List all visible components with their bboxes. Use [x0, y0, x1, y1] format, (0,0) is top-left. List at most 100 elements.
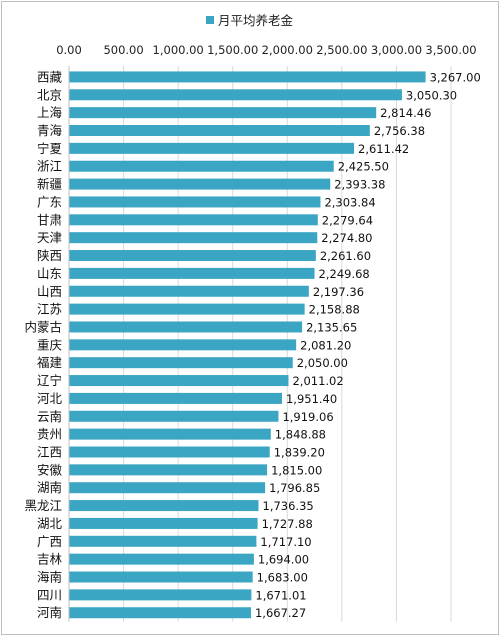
data-label: 1,727.88	[262, 517, 313, 531]
bar	[69, 607, 251, 619]
bar	[69, 267, 315, 279]
data-label: 3,050.30	[406, 88, 457, 102]
legend-swatch	[206, 16, 214, 24]
data-label: 2,393.38	[334, 178, 385, 192]
data-label: 3,267.00	[430, 70, 481, 84]
bar	[69, 160, 334, 172]
category-label: 北京	[37, 87, 62, 102]
category-label: 辽宁	[37, 373, 62, 388]
data-label: 1,717.10	[260, 535, 311, 549]
data-label: 1,848.88	[275, 428, 326, 442]
bar	[69, 232, 318, 244]
bar	[69, 589, 252, 601]
bar	[69, 196, 321, 208]
data-label: 2,279.64	[322, 213, 373, 227]
category-label: 江苏	[37, 302, 62, 317]
x-tick-label: 500.00	[103, 43, 143, 57]
category-label: 内蒙古	[24, 319, 62, 334]
bar	[69, 446, 270, 458]
category-label: 西藏	[37, 69, 63, 84]
data-label: 2,011.02	[292, 374, 343, 388]
bars	[69, 71, 426, 619]
category-label: 黑龙江	[24, 498, 62, 513]
category-label: 上海	[37, 105, 63, 120]
bar	[69, 71, 426, 83]
data-label: 2,303.84	[324, 195, 375, 209]
data-label: 1,667.27	[255, 606, 306, 620]
category-label: 安徽	[37, 462, 63, 477]
value-labels: 3,267.00 3,050.30 2,814.46 2,756.38 2,611.42…	[255, 70, 481, 620]
data-label: 2,081.20	[300, 338, 351, 352]
x-axis-ticks: 0.00 500.00 1,000.00 1,500.00 2,000.00 2,500.…	[56, 43, 476, 57]
data-label: 2,261.60	[320, 249, 371, 263]
bar	[69, 375, 289, 387]
bar	[69, 107, 377, 119]
category-label: 海南	[37, 570, 62, 585]
bar	[69, 285, 309, 297]
bar	[69, 178, 331, 190]
bar	[69, 142, 355, 154]
bar	[69, 125, 370, 137]
category-label: 宁夏	[37, 141, 63, 156]
bar	[69, 392, 282, 404]
data-label: 1,671.01	[255, 588, 306, 602]
data-label: 1,919.06	[282, 410, 333, 424]
category-label: 河南	[37, 605, 62, 620]
data-label: 1,796.85	[269, 481, 320, 495]
category-label: 新疆	[37, 177, 62, 192]
x-tick-label: 2,000.00	[262, 43, 313, 57]
category-label: 天津	[37, 230, 62, 245]
category-label: 湖北	[37, 516, 63, 531]
data-label: 1,839.20	[274, 445, 325, 459]
bar	[69, 553, 254, 565]
category-label: 广东	[37, 194, 62, 209]
category-label: 重庆	[37, 337, 63, 352]
data-label: 2,050.00	[297, 356, 348, 370]
category-label: 河北	[37, 391, 63, 406]
data-label: 2,249.68	[319, 267, 370, 281]
bar	[69, 464, 268, 476]
category-label: 山东	[37, 266, 62, 281]
bar	[69, 571, 253, 583]
x-tick-label: 1,000.00	[153, 43, 204, 57]
x-tick-label: 2,500.00	[316, 43, 367, 57]
category-label: 湖南	[37, 480, 62, 495]
x-tick-label: 1,500.00	[207, 43, 258, 57]
data-label: 2,274.80	[321, 231, 372, 245]
data-label: 2,158.88	[309, 303, 360, 317]
category-labels: 西藏北京上海青海宁夏浙江新疆广东甘肃天津陕西山东山西江苏内蒙古重庆福建辽宁河北云…	[24, 69, 62, 620]
x-tick-label: 3,000.00	[371, 43, 422, 57]
bar	[69, 535, 257, 547]
data-label: 2,425.50	[338, 160, 389, 174]
data-label: 1,815.00	[271, 463, 322, 477]
bar	[69, 214, 318, 226]
legend: 月平均养老金	[206, 13, 294, 28]
category-label: 福建	[37, 355, 63, 370]
data-label: 2,814.46	[380, 106, 431, 120]
x-tick-label: 3,500.00	[425, 43, 476, 57]
x-tick-label: 0.00	[56, 43, 82, 57]
data-label: 2,756.38	[374, 124, 425, 138]
category-label: 山西	[37, 284, 62, 299]
category-label: 云南	[37, 409, 62, 424]
bar	[69, 89, 402, 101]
bar	[69, 250, 316, 262]
category-label: 贵州	[37, 427, 62, 442]
data-label: 1,694.00	[258, 553, 309, 567]
bar	[69, 357, 293, 369]
legend-label: 月平均养老金	[218, 13, 294, 28]
category-label: 吉林	[37, 552, 63, 567]
category-label: 广西	[37, 534, 62, 549]
bar	[69, 303, 305, 315]
bar	[69, 339, 297, 351]
bar	[69, 428, 271, 440]
data-label: 1,683.00	[257, 571, 308, 585]
data-label: 2,611.42	[358, 142, 409, 156]
bar	[69, 482, 266, 494]
category-label: 青海	[37, 123, 63, 138]
data-label: 2,135.65	[306, 320, 357, 334]
bar	[69, 321, 303, 333]
category-label: 陕西	[37, 248, 62, 263]
